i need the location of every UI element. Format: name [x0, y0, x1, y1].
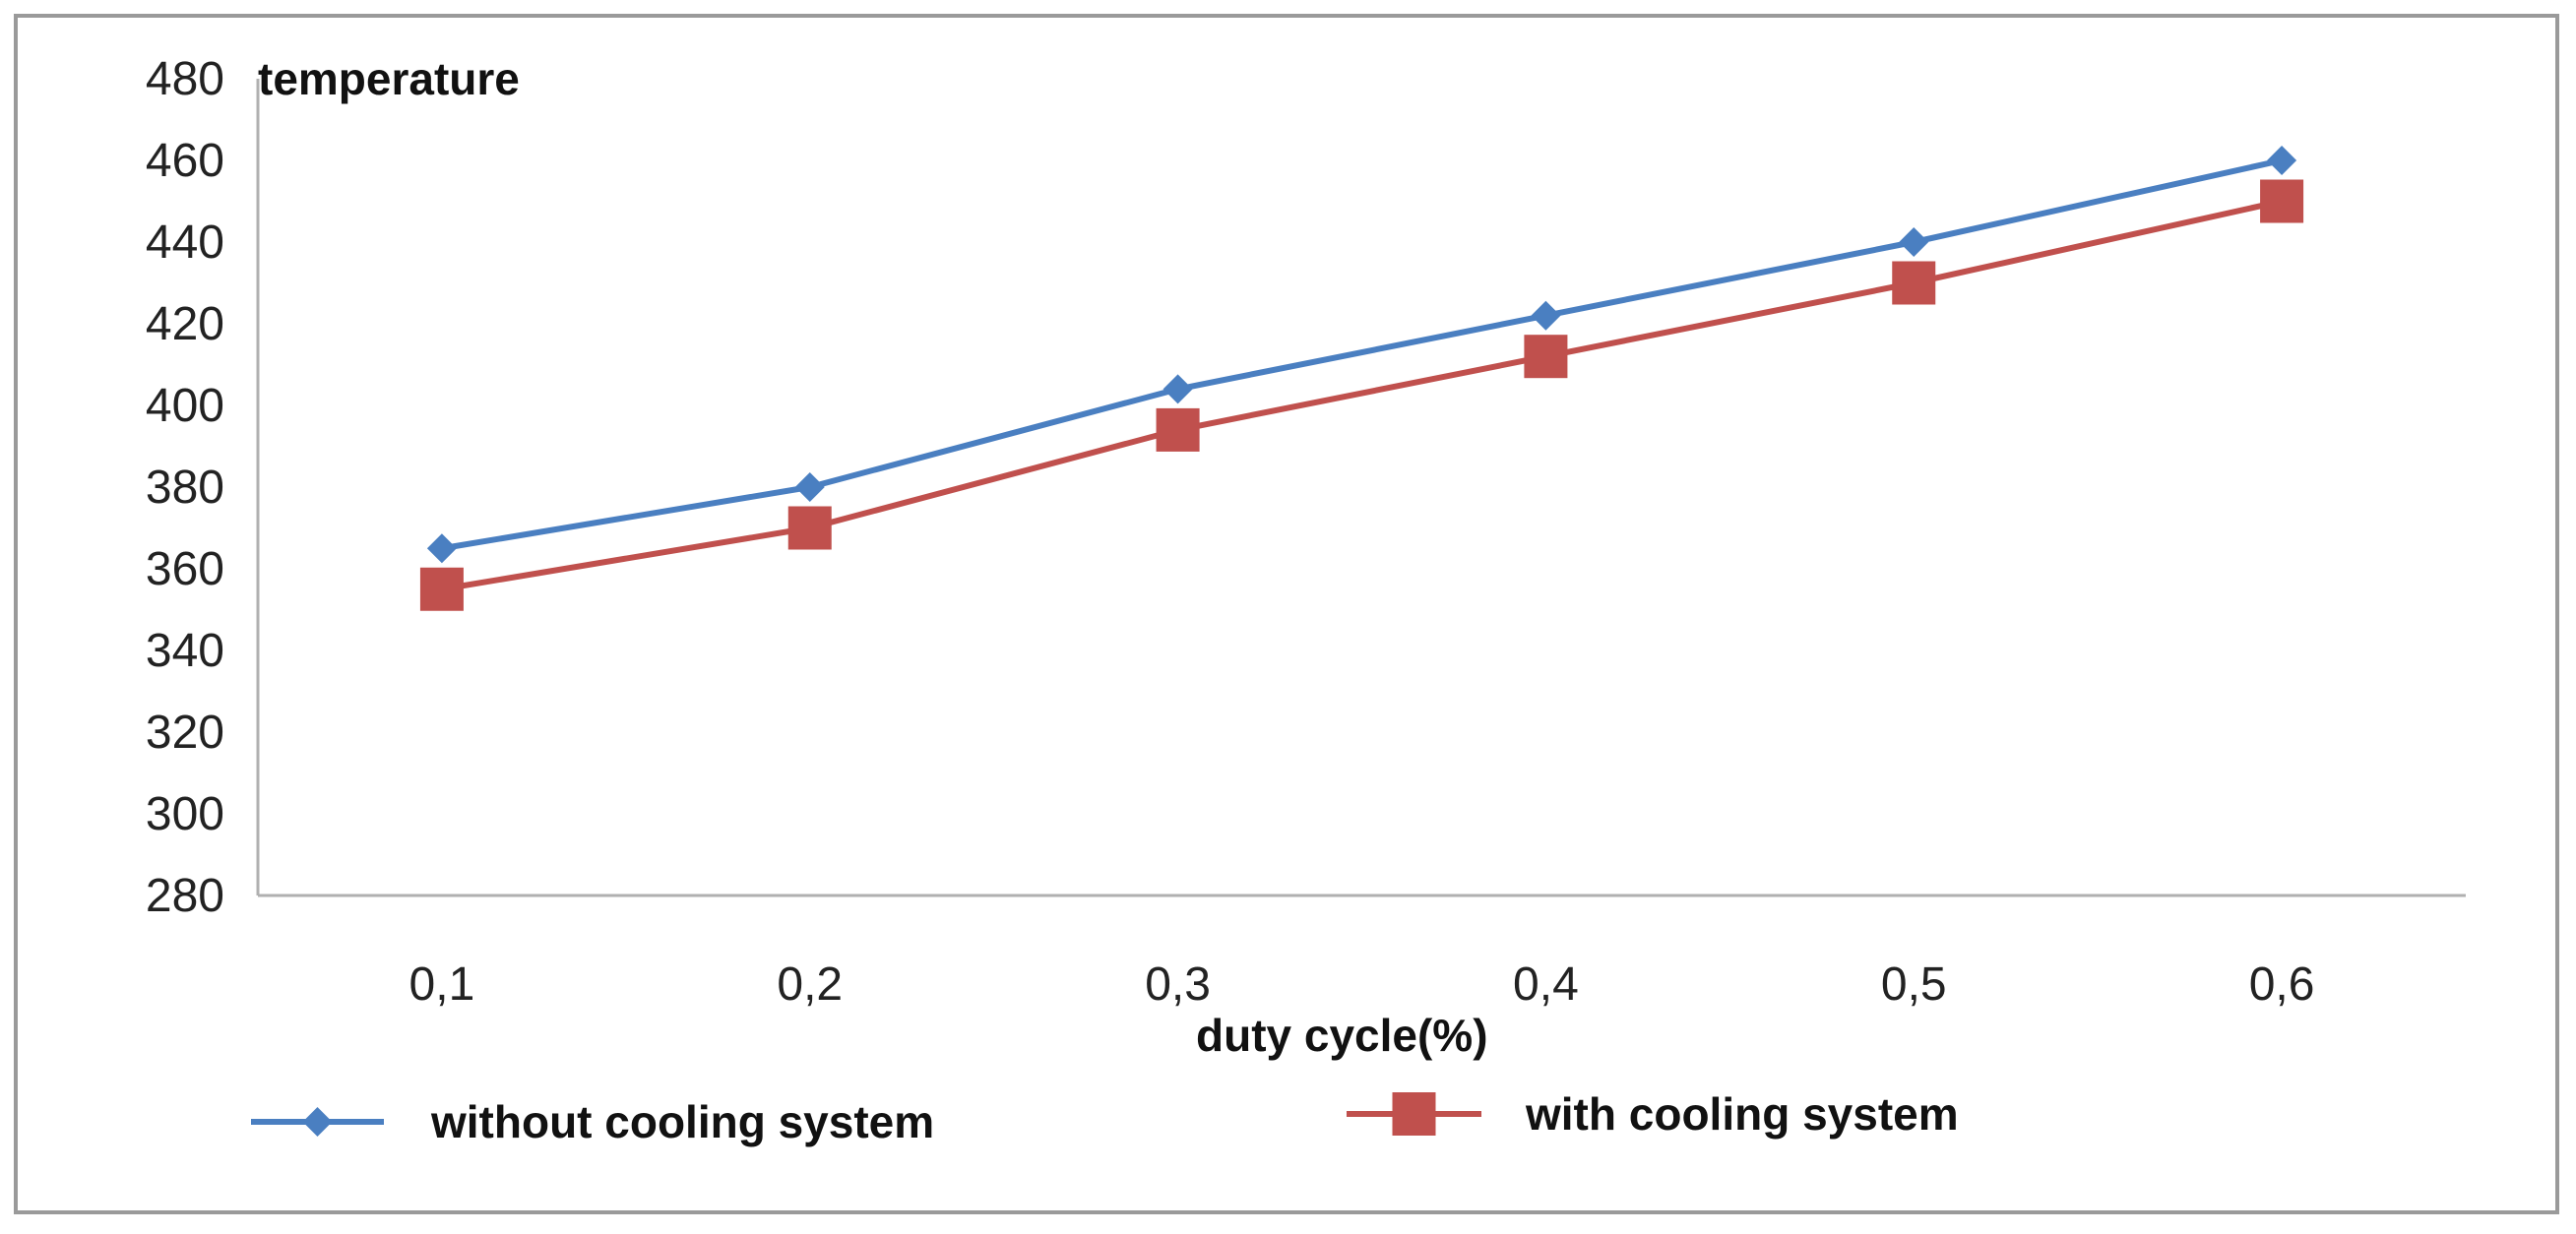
- x-tick-label: 0,6: [2249, 958, 2315, 1011]
- x-tick-labels: 0,1 0,2 0,3 0,4 0,5 0,6: [409, 958, 2315, 1011]
- data-point: [787, 506, 832, 550]
- data-point: [794, 472, 825, 502]
- data-point: [1892, 261, 1936, 305]
- series-layer: [419, 146, 2304, 611]
- y-tick-label: 480: [146, 53, 224, 105]
- x-tick-label: 0,3: [1145, 958, 1211, 1011]
- axes: [256, 79, 2466, 897]
- y-tick-label: 420: [146, 298, 224, 350]
- data-point: [1156, 407, 1200, 452]
- data-point: [419, 567, 464, 611]
- legend-marker: [302, 1107, 333, 1137]
- y-tick-label: 320: [146, 707, 224, 759]
- series-2: [419, 179, 2304, 611]
- chart-frame: [14, 14, 2559, 1214]
- y-tick-label: 380: [146, 462, 224, 514]
- y-axis-label: temperature: [258, 53, 520, 104]
- y-tick-label: 280: [146, 870, 224, 922]
- y-tick-label: 300: [146, 788, 224, 840]
- y-tick-label: 460: [146, 135, 224, 187]
- y-tick-label: 440: [146, 216, 224, 269]
- series-line: [441, 198, 2283, 592]
- legend-label: without cooling system: [430, 1096, 934, 1147]
- legend-label: with cooling system: [1525, 1088, 1959, 1140]
- x-tick-label: 0,5: [1881, 958, 1947, 1011]
- data-point: [2267, 146, 2297, 175]
- data-point: [426, 533, 457, 564]
- data-point: [1531, 300, 1561, 331]
- x-tick-label: 0,2: [777, 958, 843, 1011]
- x-tick-label: 0,4: [1513, 958, 1579, 1011]
- y-tick-label: 340: [146, 625, 224, 677]
- y-tick-labels: 480 460 440 420 400 380 360 340 320 300 280: [146, 53, 224, 922]
- x-axis-label: duty cycle(%): [1196, 1010, 1488, 1061]
- legend-marker: [1392, 1092, 1436, 1136]
- series-1: [426, 146, 2297, 564]
- data-point: [1524, 335, 1568, 379]
- y-tick-label: 400: [146, 380, 224, 432]
- x-tick-label: 0,1: [409, 958, 475, 1011]
- legend-item: with cooling system: [1347, 1088, 1959, 1140]
- series-line: [441, 157, 2283, 552]
- data-point: [1162, 374, 1193, 404]
- y-tick-label: 360: [146, 543, 224, 595]
- data-point: [1899, 227, 1929, 257]
- legend-item: without cooling system: [251, 1096, 934, 1147]
- legend: without cooling system with cooling syste…: [251, 1088, 1959, 1147]
- data-point: [2260, 179, 2304, 223]
